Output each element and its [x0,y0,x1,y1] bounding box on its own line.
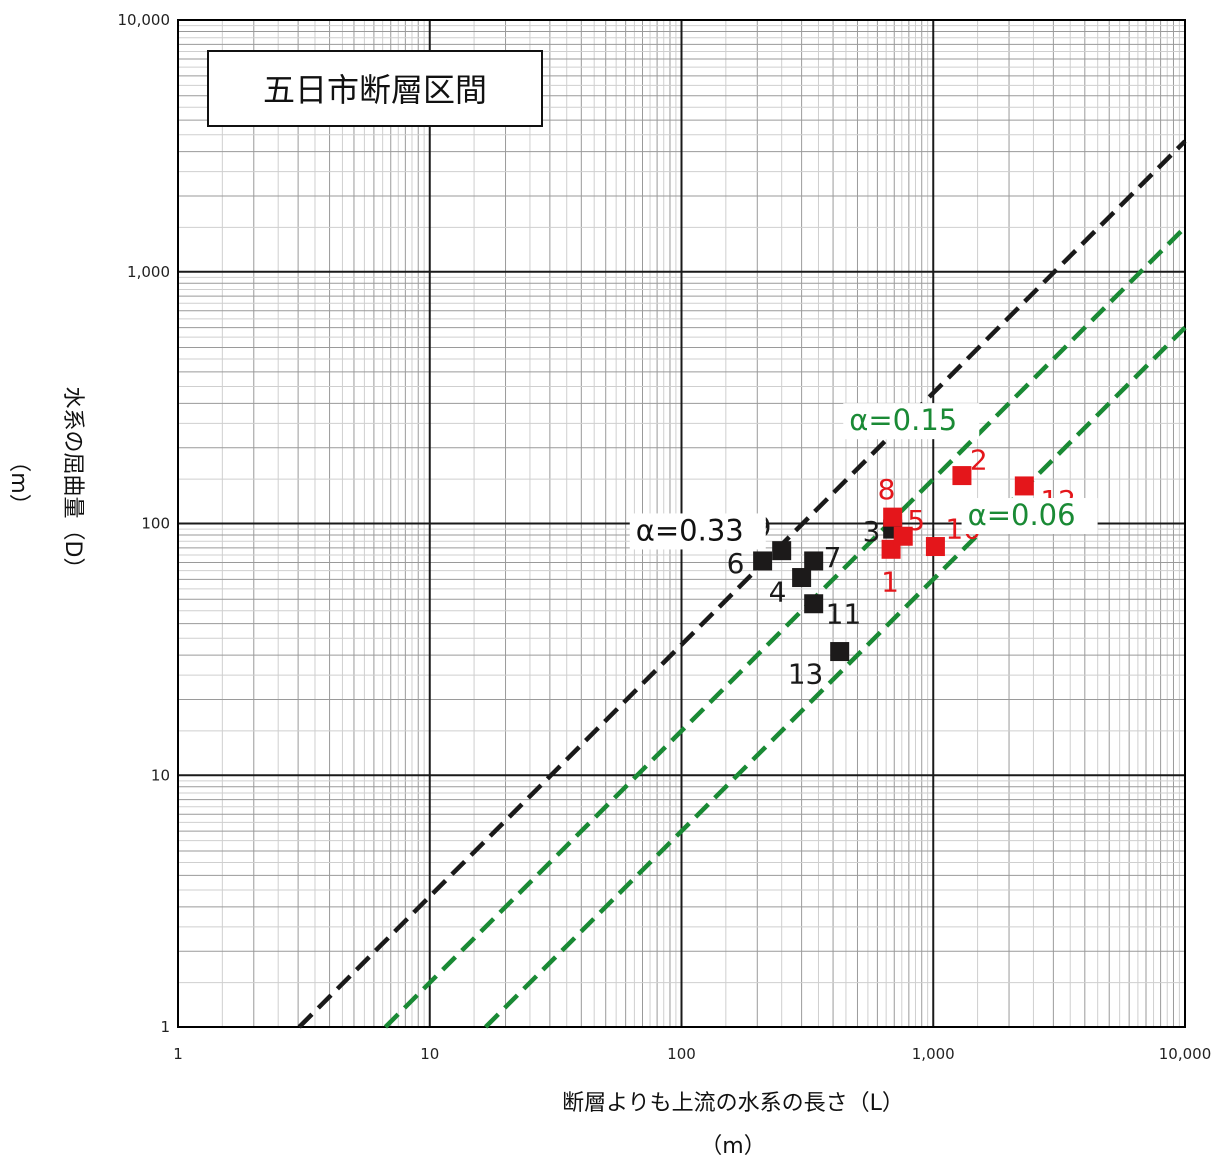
x-tick-label: 100 [667,1045,696,1063]
y-tick-label: 10 [151,766,170,784]
point-label-7: 7 [824,541,842,574]
x-tick-label: 1 [173,1045,183,1063]
line-label-bg [843,403,980,440]
point-label-5: 5 [907,504,925,537]
line-label-bg [961,498,1098,535]
y-tick-label: 100 [141,515,170,533]
chart-title-box: 五日市断層区間 [207,50,543,127]
line-labels: α=0.33 α=0.15 α=0.06 [629,403,1098,550]
point-label-1: 1 [881,565,899,598]
y-tick-label: 1,000 [127,263,170,281]
x-tick-labels: 1 10 100 1,000 10,000 [173,1045,1211,1063]
point-label-3: 3 [863,515,881,548]
line-label: α=0.33 [636,513,744,547]
point-label-4: 4 [769,576,787,609]
point-label-2: 2 [970,444,988,477]
reference-lines [297,139,1187,1029]
y-tick-label: 10,000 [118,11,171,29]
data-point-9 [772,541,792,561]
point-label-8: 8 [878,473,896,506]
data-point-5 [893,526,913,546]
line-label: α=0.15 [849,403,957,437]
reference-line-0 [297,139,1187,1029]
point-label-6: 6 [727,547,745,580]
point-label-11: 11 [826,598,862,631]
x-tick-label: 10 [420,1045,439,1063]
data-point-8 [883,507,903,527]
y-tick-label: 1 [160,1018,170,1036]
plot-frame [177,19,1186,1028]
reference-line-2 [484,326,1187,1029]
data-point-7 [804,551,824,571]
y-axis-unit: （m） [6,450,31,515]
data-point-10 [925,537,945,557]
x-axis-label: 断層よりも上流の水系の長さ（L） [562,1091,904,1116]
title-box-frame [207,50,543,127]
y-tick-labels: 1 10 100 1,000 10,000 [118,11,171,1036]
x-axis-unit: （m） [700,1134,765,1159]
point-label-13: 13 [788,658,824,691]
chart-title: 五日市断層区間 [263,71,487,109]
line-label-bg [629,513,766,550]
x-tick-label: 10,000 [1159,1045,1212,1063]
data-point-2 [952,466,972,486]
data-point-11 [804,594,824,614]
data-point-6 [753,551,773,571]
line-label: α=0.06 [968,498,1076,532]
data-points [753,466,1034,662]
x-tick-label: 1,000 [912,1045,955,1063]
data-point-12 [1014,476,1034,496]
data-point-4 [792,568,812,588]
data-point-13 [830,642,850,662]
y-axis-label: 水系の屈曲量（D） [60,387,85,580]
